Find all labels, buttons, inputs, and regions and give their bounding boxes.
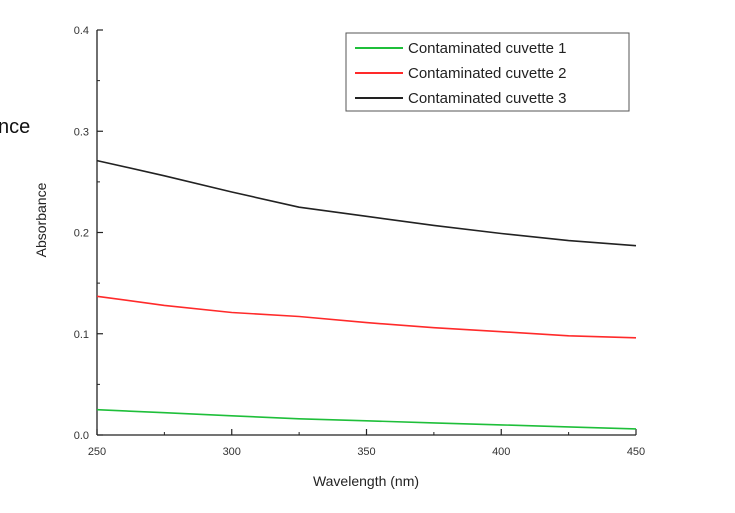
legend-label-2: Contaminated cuvette 2 [408,65,566,82]
y-tick-label: 0.1 [74,329,89,341]
cropped-axis-title-fragment: nce [0,116,30,138]
y-tick-label: 0.4 [74,25,89,37]
y-tick-label: 0.0 [74,430,89,442]
legend-label-3: Contaminated cuvette 3 [408,90,566,107]
series-layer [96,159,637,430]
x-tick-label: 350 [357,446,375,458]
legend-label-1: Contaminated cuvette 1 [408,40,566,57]
y-tick-label: 0.3 [74,126,89,138]
x-axis-title: Wavelength (nm) [313,473,419,489]
y-axis-title: Absorbance [33,182,49,257]
x-tick-label: 300 [223,446,241,458]
legend-items: Contaminated cuvette 1 Contaminated cuvet… [355,40,566,107]
ticks-layer: 250 300 350 400 450 0.0 0.1 0.2 0.3 0.4 [74,25,645,458]
y-tick-label: 0.2 [74,228,89,240]
x-tick-label: 250 [88,446,106,458]
x-tick-label: 400 [492,446,510,458]
plot-area: 250 300 350 400 450 0.0 0.1 0.2 0.3 0.4 [74,25,645,458]
series-line-3 [96,159,637,247]
series-line-2 [96,295,637,339]
legend: Contaminated cuvette 1 Contaminated cuvet… [345,32,630,112]
series-line-1 [96,408,637,430]
x-tick-label: 450 [627,446,645,458]
